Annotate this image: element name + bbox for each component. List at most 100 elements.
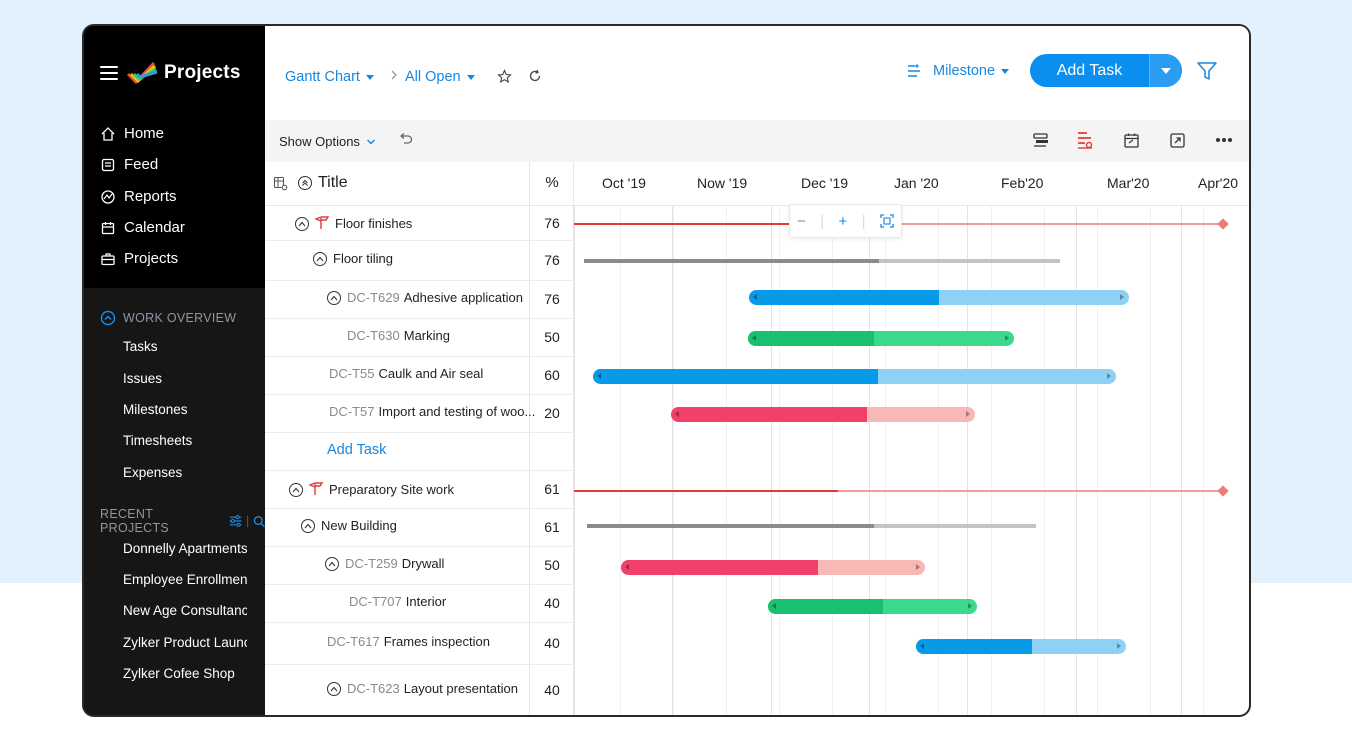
gantt-timeline: Oct '19 Now '19 Dec '19 Jan '20 Feb'20 Mar'20… bbox=[574, 162, 1249, 715]
collapse-toggle-icon[interactable] bbox=[327, 290, 341, 305]
nav-tasks[interactable]: Tasks bbox=[123, 339, 158, 354]
recent-project-item[interactable]: Zylker Product Launch bbox=[123, 635, 247, 650]
nav-projects[interactable]: Projects bbox=[100, 250, 178, 267]
nav-reports-label: Reports bbox=[124, 188, 177, 205]
task-title[interactable]: Preparatory Site work bbox=[289, 480, 454, 499]
task-bar[interactable] bbox=[593, 369, 1116, 384]
task-id: DC-T629 bbox=[347, 290, 400, 305]
recent-project-item[interactable]: Employee Enrollment bbox=[123, 572, 247, 587]
task-title[interactable]: DC-T57 Import and testing of woo... bbox=[329, 404, 535, 419]
task-bar[interactable] bbox=[916, 639, 1126, 654]
nav-home[interactable]: Home bbox=[100, 125, 164, 142]
work-overview-heading[interactable]: WORK OVERVIEW bbox=[100, 310, 236, 326]
milestone-diamond-icon[interactable] bbox=[1217, 218, 1229, 230]
critical-path-icon[interactable] bbox=[1076, 131, 1094, 150]
task-id: DC-T617 bbox=[327, 634, 380, 649]
group-summary-bar[interactable] bbox=[584, 259, 1060, 263]
collapse-all-icon[interactable] bbox=[298, 176, 312, 190]
task-title[interactable]: New Building bbox=[301, 518, 397, 533]
zoom-in-button[interactable]: + bbox=[838, 212, 848, 230]
undo-icon[interactable] bbox=[398, 133, 413, 146]
task-bar[interactable] bbox=[621, 560, 925, 575]
title-column-header[interactable]: Title bbox=[318, 174, 348, 191]
app-title: Projects bbox=[164, 62, 241, 83]
collapse-toggle-icon[interactable] bbox=[313, 251, 327, 266]
fit-to-screen-icon[interactable] bbox=[880, 214, 894, 228]
zoom-out-button[interactable]: − bbox=[797, 212, 806, 230]
reports-icon bbox=[101, 189, 115, 204]
group-summary-bar[interactable] bbox=[587, 524, 1036, 528]
recent-project-item[interactable]: Donnelly Apartments bbox=[123, 541, 247, 556]
task-bar[interactable] bbox=[671, 407, 975, 422]
milestone-diamond-icon[interactable] bbox=[1217, 485, 1229, 497]
chevron-down-icon bbox=[1001, 68, 1010, 74]
search-icon[interactable] bbox=[253, 515, 265, 528]
task-title[interactable]: DC-T707 Interior bbox=[349, 594, 446, 609]
week-gridline bbox=[779, 206, 780, 715]
task-title[interactable]: Floor tiling bbox=[313, 251, 393, 266]
nav-feed[interactable]: Feed bbox=[100, 156, 158, 173]
percent-column-header[interactable]: % bbox=[545, 174, 559, 191]
nav-issues[interactable]: Issues bbox=[123, 371, 163, 386]
task-title-label: Marking bbox=[403, 328, 450, 343]
month-label: Jan '20 bbox=[894, 175, 939, 191]
filter-selector[interactable]: All Open bbox=[405, 69, 475, 85]
expand-icon[interactable] bbox=[1169, 132, 1186, 149]
month-gridline bbox=[1181, 206, 1182, 715]
task-bar[interactable] bbox=[768, 599, 977, 614]
gantt-grid: Title % Floor finishes 76 Floor tiling 76 DC… bbox=[265, 162, 1249, 715]
nav-feed-label: Feed bbox=[124, 156, 159, 173]
view-selector[interactable]: Gantt Chart bbox=[285, 69, 374, 85]
collapse-toggle-icon[interactable] bbox=[325, 556, 339, 571]
collapse-toggle-icon[interactable] bbox=[301, 518, 315, 533]
task-title[interactable]: Floor finishes bbox=[295, 214, 412, 233]
column-settings-icon[interactable] bbox=[273, 176, 288, 191]
week-gridline bbox=[1203, 206, 1204, 715]
hamburger-icon[interactable] bbox=[100, 66, 118, 80]
row-divider bbox=[265, 622, 574, 623]
task-title-label: Interior bbox=[405, 594, 447, 609]
refresh-icon[interactable] bbox=[528, 69, 542, 83]
task-title[interactable]: DC-T55 Caulk and Air seal bbox=[329, 366, 483, 381]
row-divider bbox=[265, 546, 574, 547]
add-task-link[interactable]: Add Task bbox=[327, 442, 386, 458]
calendar-icon bbox=[101, 221, 115, 234]
gantt-view-icon[interactable] bbox=[1032, 132, 1050, 149]
collapse-toggle-icon[interactable] bbox=[295, 216, 309, 231]
add-task-dropdown[interactable] bbox=[1149, 54, 1182, 87]
show-options-button[interactable]: Show Options bbox=[279, 134, 376, 149]
task-title[interactable]: DC-T623 Layout presentation bbox=[327, 681, 518, 696]
zoom-divider: | bbox=[820, 212, 825, 230]
month-label: Feb'20 bbox=[1001, 175, 1044, 191]
task-bar[interactable] bbox=[748, 331, 1014, 346]
filter-icon[interactable] bbox=[1196, 60, 1218, 82]
group-by-selector[interactable]: Milestone bbox=[906, 63, 1010, 79]
double-chevron-up-icon bbox=[302, 179, 308, 186]
recent-project-item[interactable]: Zylker Cofee Shop bbox=[123, 666, 235, 681]
row-divider bbox=[265, 394, 574, 395]
month-gridline bbox=[574, 206, 575, 715]
task-title[interactable]: DC-T630 Marking bbox=[347, 328, 450, 343]
nav-reports[interactable]: Reports bbox=[100, 188, 177, 205]
nav-milestones[interactable]: Milestones bbox=[123, 402, 188, 417]
row-divider bbox=[265, 318, 574, 319]
calendar-check-icon[interactable] bbox=[1123, 132, 1140, 149]
filter-sliders-icon[interactable] bbox=[228, 514, 243, 528]
nav-home-label: Home bbox=[124, 125, 165, 142]
chevron-right-icon bbox=[391, 70, 397, 80]
collapse-toggle-icon[interactable] bbox=[327, 681, 341, 696]
task-title[interactable]: DC-T259 Drywall bbox=[325, 556, 444, 571]
task-title[interactable]: DC-T617 Frames inspection bbox=[327, 634, 490, 649]
task-title[interactable]: DC-T629 Adhesive application bbox=[327, 290, 523, 305]
nav-calendar[interactable]: Calendar bbox=[100, 219, 185, 236]
add-task-button[interactable]: Add Task bbox=[1030, 54, 1182, 87]
star-icon[interactable] bbox=[497, 69, 512, 84]
task-bar[interactable] bbox=[749, 290, 1129, 305]
nav-timesheets[interactable]: Timesheets bbox=[123, 433, 193, 448]
week-gridline bbox=[1150, 206, 1151, 715]
recent-project-item[interactable]: New Age Consultancy bbox=[123, 603, 247, 618]
collapse-toggle-icon[interactable] bbox=[289, 482, 303, 497]
nav-expenses[interactable]: Expenses bbox=[123, 465, 183, 480]
more-options-icon[interactable] bbox=[1215, 137, 1233, 143]
briefcase-icon bbox=[101, 252, 115, 265]
